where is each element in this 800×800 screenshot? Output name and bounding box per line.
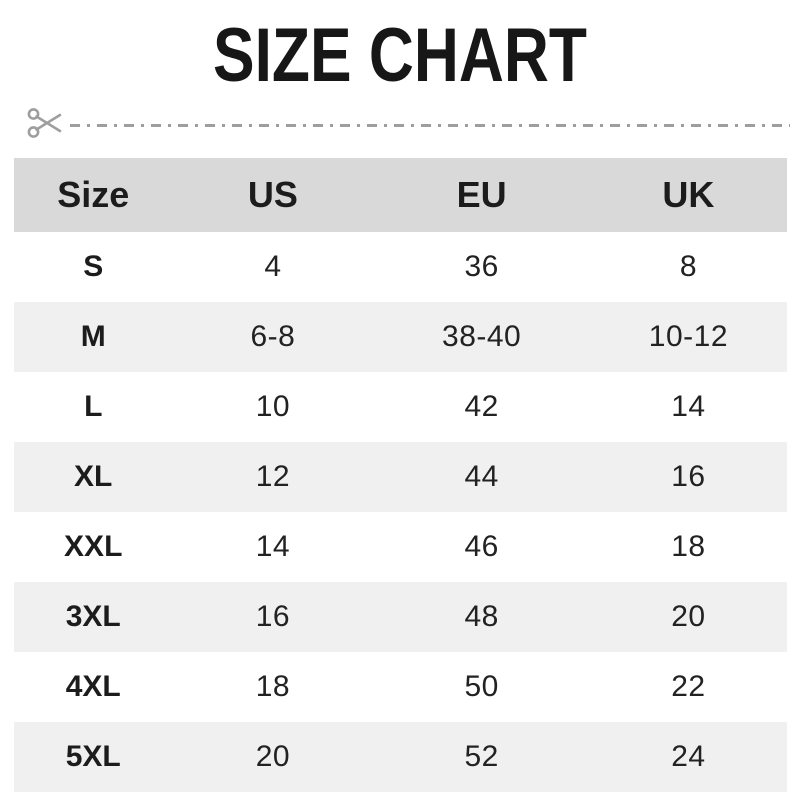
uk-cell: 16	[671, 460, 706, 493]
table-row-5xl: 5XL 20 52 24	[14, 722, 787, 792]
uk-cell: 20	[671, 600, 706, 633]
table-row-s: S 4 36 8	[14, 232, 787, 302]
scissors-icon	[26, 106, 64, 145]
eu-cell: 46	[464, 530, 499, 563]
us-cell: 10	[255, 390, 291, 423]
us-cell: 16	[255, 600, 291, 633]
cut-line	[26, 106, 790, 144]
eu-cell: 38-40	[442, 320, 522, 353]
table-row-xl: XL 12 44 16	[14, 442, 787, 512]
table-header-row: Size US EU UK	[14, 158, 787, 232]
size-cell: XL	[74, 460, 113, 493]
table-row-3xl: 3XL 16 48 20	[14, 582, 787, 652]
uk-cell: 10-12	[648, 320, 729, 353]
header-size: Size	[57, 174, 130, 215]
header-us: US	[247, 174, 298, 215]
us-cell: 12	[255, 460, 291, 493]
table-row-m: M 6-8 38-40 10-12	[14, 302, 787, 372]
uk-cell: 14	[671, 390, 706, 423]
size-table: Size US EU UK S 4 36 8 M 6-8 38-40 10-12…	[14, 158, 787, 792]
size-cell: S	[83, 250, 104, 283]
eu-cell: 36	[464, 250, 499, 283]
us-cell: 14	[255, 530, 291, 563]
size-cell: 3XL	[65, 600, 121, 633]
size-cell: L	[84, 390, 103, 423]
dash-dot-line	[70, 123, 790, 127]
us-cell: 4	[264, 250, 282, 283]
size-cell: 5XL	[65, 740, 121, 773]
eu-cell: 50	[464, 670, 499, 703]
title-area: SIZE CHART	[0, 0, 800, 98]
uk-cell: 22	[671, 670, 706, 703]
uk-cell: 24	[671, 740, 706, 773]
us-cell: 18	[255, 670, 291, 703]
eu-cell: 52	[464, 740, 499, 773]
us-cell: 6-8	[250, 320, 296, 353]
eu-cell: 42	[464, 390, 499, 423]
table-row-xxl: XXL 14 46 18	[14, 512, 787, 582]
us-cell: 20	[255, 740, 291, 773]
eu-cell: 44	[464, 460, 499, 493]
table-row-l: L 10 42 14	[14, 372, 787, 442]
size-cell: 4XL	[65, 670, 121, 703]
header-eu: EU	[456, 174, 507, 215]
eu-cell: 48	[464, 600, 499, 633]
uk-cell: 8	[679, 250, 697, 283]
page-title: SIZE CHART	[213, 13, 587, 98]
table-row-4xl: 4XL 18 50 22	[14, 652, 787, 722]
uk-cell: 18	[671, 530, 706, 563]
size-cell: XXL	[64, 530, 123, 563]
size-cell: M	[80, 320, 106, 353]
header-uk: UK	[662, 174, 715, 215]
